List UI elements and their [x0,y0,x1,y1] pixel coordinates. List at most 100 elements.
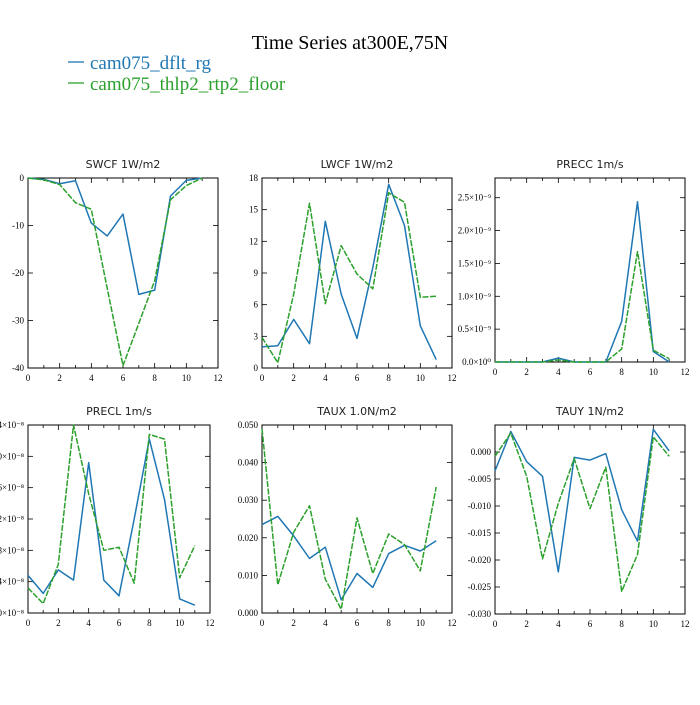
x-tick-label: 2 [291,618,296,628]
y-tick-label: 0.0×10⁰ [462,357,491,367]
x-tick-label: 0 [493,619,498,629]
y-tick-label: 0 [20,173,25,183]
x-tick-label: 2 [57,373,62,383]
y-tick-label: -30 [12,316,24,326]
y-tick-label: 1.5×10⁻⁹ [458,258,491,268]
x-tick-label: 8 [147,618,152,628]
plot-frame-2 [494,177,686,363]
plot-frame-0 [27,177,219,369]
series-line-1 [27,424,196,605]
x-tick-label: 12 [206,618,215,628]
x-tick-label: 2 [56,618,61,628]
chart-title-5: TAUY 1N/m2 [555,405,624,418]
y-tick-label: 2.0×10⁻⁹ [458,226,491,236]
series-line-1 [495,250,670,363]
x-tick-label: 12 [681,619,690,629]
y-tick-label: 0.050 [238,420,259,430]
y-tick-label: 0.010 [238,570,259,580]
y-tick-label: -0.010 [468,501,492,511]
chart-panel-2: PRECC 1m/s 0 2 4 6 8 10 12 0.0×10⁰ 0.5×10⁻⁹ 1.0×10… [458,158,690,377]
legend-label-0: cam075_dflt_rg [90,53,212,74]
y-tick-label: -0.020 [468,555,492,565]
y-tick-label: 2.6×10⁻⁸ [0,483,24,493]
y-tick-label: 3.0×10⁻⁸ [0,451,24,461]
figure-title: Time Series at300E,75N [252,32,448,54]
y-tick-label: 1.4×10⁻⁸ [0,577,24,587]
y-tick-label: 0.020 [238,533,259,543]
y-tick-label: 1.0×10⁻⁸ [0,608,24,618]
y-tick-label: 1.0×10⁻⁹ [458,291,491,301]
chart-panel-3: PRECL 1m/s 0 2 4 6 8 10 12 1.0×10⁻⁸ 1.4×10⁻⁸ 1.8×1… [0,405,215,628]
x-tick-label: 12 [448,373,457,383]
x-tick-label: 0 [260,618,265,628]
y-tick-label: 0.000 [471,447,492,457]
x-tick-label: 2 [524,619,529,629]
x-tick-label: 10 [175,618,185,628]
x-tick-label: 4 [556,367,561,377]
plot-frame-3 [27,424,211,614]
legend-entry-0: cam075_dflt_rg [68,53,212,74]
x-tick-label: 4 [89,373,94,383]
chart-panel-1: LWCF 1W/m2 0 2 4 6 8 10 12 0 3 6 9 12 15 18 [249,158,457,383]
x-tick-label: 8 [619,619,624,629]
y-tick-label: -0.030 [468,609,492,619]
x-tick-label: 10 [416,618,426,628]
x-tick-label: 8 [152,373,157,383]
y-tick-label: 15 [249,205,259,215]
legend: cam075_dflt_rg cam075_thlp2_rtp2_floor [68,53,286,95]
y-tick-label: 2.5×10⁻⁹ [458,193,491,203]
y-tick-label: 0 [254,363,259,373]
x-tick-label: 6 [121,373,126,383]
y-tick-label: 2.2×10⁻⁸ [0,514,24,524]
x-tick-label: 10 [182,373,192,383]
chart-panel-4: TAUX 1.0N/m2 0 2 4 6 8 10 12 0.000 0.010 0.020 0.03… [238,405,457,628]
x-tick-label: 8 [619,367,624,377]
series-line-0 [27,438,196,606]
x-tick-label: 6 [588,367,593,377]
y-tick-label: 1.8×10⁻⁸ [0,545,24,555]
y-tick-label: 0.5×10⁻⁹ [458,324,491,334]
x-tick-label: 6 [355,373,360,383]
series-line-0 [261,515,437,601]
y-tick-label: 6 [254,300,259,310]
series-line-1 [494,432,670,593]
chart-panel-5: TAUY 1N/m2 0 2 4 6 8 10 12 0.000 -0.005 -0.010 -0.0… [468,405,690,629]
x-tick-label: 6 [117,618,122,628]
y-tick-label: 18 [249,173,259,183]
y-tick-label: 0.040 [238,458,259,468]
plot-frame-5 [494,424,686,615]
series-line-1 [261,192,437,364]
y-tick-label: 0.030 [238,495,259,505]
series-line-1 [261,428,437,610]
x-tick-label: 12 [448,618,457,628]
series-line-0 [27,177,203,296]
y-tick-label: 3.4×10⁻⁸ [0,420,24,430]
x-tick-label: 6 [588,619,593,629]
y-tick-label: -0.005 [468,474,492,484]
series-line-1 [27,177,203,367]
x-tick-label: 10 [649,619,659,629]
chart-title-4: TAUX 1.0N/m2 [316,405,397,418]
x-tick-label: 8 [386,618,391,628]
y-tick-label: 12 [249,236,258,246]
panels: SWCF 1W/m2 0 2 4 6 8 10 12 0 -10 -20 -30 -40 LWCF 1W/… [0,158,690,629]
chart-title-2: PRECC 1m/s [556,158,624,171]
series-line-0 [261,183,437,360]
x-tick-label: 0 [493,367,498,377]
y-tick-label: -0.025 [468,582,492,592]
y-tick-label: 9 [254,268,259,278]
chart-title-1: LWCF 1W/m2 [321,158,394,171]
x-tick-label: 4 [323,373,328,383]
legend-entry-1: cam075_thlp2_rtp2_floor [68,74,286,95]
y-tick-label: 3 [254,331,259,341]
y-tick-label: 0.000 [238,608,259,618]
y-tick-label: -0.015 [468,528,492,538]
x-tick-label: 10 [416,373,426,383]
chart-panel-0: SWCF 1W/m2 0 2 4 6 8 10 12 0 -10 -20 -30 -40 [12,158,223,383]
x-tick-label: 0 [26,618,31,628]
x-tick-label: 10 [649,367,659,377]
x-tick-label: 4 [556,619,561,629]
legend-label-1: cam075_thlp2_rtp2_floor [90,74,286,95]
